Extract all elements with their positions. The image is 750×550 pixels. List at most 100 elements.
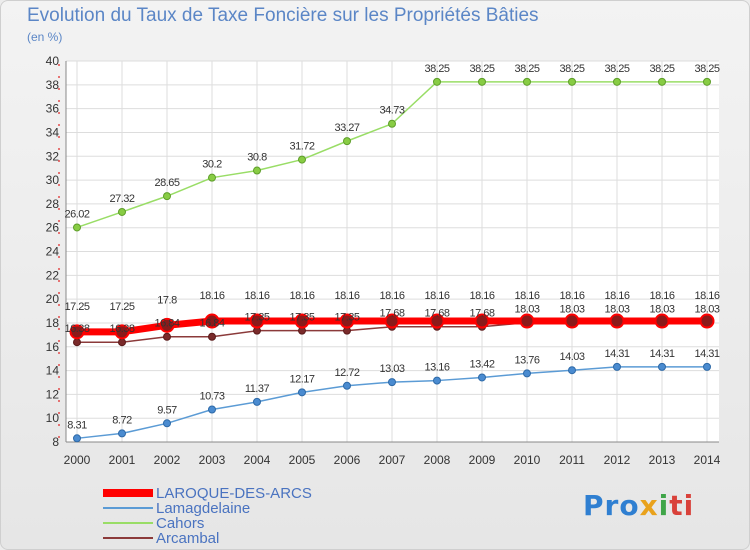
data-label: 30.8	[247, 152, 267, 164]
legend-label: Lamagdelaine	[156, 500, 250, 517]
data-point	[564, 313, 580, 329]
data-point	[703, 77, 711, 86]
data-label: 38.25	[514, 63, 539, 75]
data-label: 17.35	[289, 312, 314, 324]
y-unit-label: (en %)	[27, 30, 63, 44]
y-tick-label: 12	[46, 387, 60, 401]
data-point	[523, 369, 531, 378]
y-tick-label: 22	[46, 268, 60, 282]
x-tick-label: 2007	[379, 453, 406, 467]
chart-title: Evolution du Taux de Taxe Foncière sur l…	[27, 5, 539, 26]
data-label: 14.31	[604, 348, 629, 360]
data-point	[249, 313, 265, 329]
x-tick-label: 2003	[199, 453, 226, 467]
data-label: 18.16	[199, 290, 224, 302]
data-label: 18.16	[424, 290, 449, 302]
data-label: 13.76	[514, 354, 539, 366]
data-label: 33.27	[334, 122, 359, 134]
data-label: 12.72	[334, 367, 359, 379]
x-tick-label: 2010	[514, 453, 541, 467]
data-label: 16.84	[199, 318, 224, 330]
data-point	[208, 173, 216, 182]
data-point	[609, 313, 625, 329]
data-point	[384, 313, 400, 329]
x-tick-label: 2011	[559, 453, 585, 467]
data-point	[163, 332, 171, 341]
data-label: 8.72	[112, 414, 132, 426]
data-point	[253, 397, 261, 406]
y-tick-label: 34	[46, 125, 60, 139]
data-point	[474, 313, 490, 329]
data-label: 18.16	[694, 290, 719, 302]
data-label: 38.25	[604, 63, 629, 75]
y-tick-label: 10	[46, 411, 60, 425]
data-point	[298, 388, 306, 397]
data-label: 18.16	[289, 290, 314, 302]
y-tick-label: 8	[52, 435, 59, 449]
data-label: 18.16	[514, 290, 539, 302]
data-point	[613, 77, 621, 86]
data-point	[433, 77, 441, 86]
data-point	[298, 155, 306, 164]
data-label: 18.16	[334, 290, 359, 302]
data-point	[208, 332, 216, 341]
y-tick-label: 24	[46, 245, 60, 259]
data-label: 18.16	[469, 290, 494, 302]
data-point	[658, 77, 666, 86]
data-point	[523, 77, 531, 86]
x-tick-label: 2004	[244, 453, 271, 467]
data-point	[658, 362, 666, 371]
data-label: 18.03	[649, 304, 674, 316]
data-label: 18.03	[559, 304, 584, 316]
data-label: 34.73	[379, 105, 404, 117]
data-label: 14.31	[649, 348, 674, 360]
data-label: 18.16	[244, 290, 269, 302]
data-point	[343, 137, 351, 146]
data-label: 17.68	[469, 308, 494, 320]
x-tick-label: 2001	[109, 453, 136, 467]
data-point	[114, 324, 130, 340]
data-label: 38.25	[694, 63, 719, 75]
data-label: 16.38	[64, 323, 89, 335]
data-label: 8.31	[67, 419, 87, 431]
data-point	[568, 366, 576, 375]
data-label: 31.72	[289, 141, 314, 153]
x-tick-label: 2000	[64, 453, 91, 467]
data-point	[613, 362, 621, 371]
data-label: 18.03	[694, 304, 719, 316]
legend-label: Cahors	[156, 515, 204, 532]
data-label: 17.68	[424, 308, 449, 320]
y-tick-label: 40	[46, 54, 60, 68]
data-label: 18.16	[649, 290, 674, 302]
data-label: 10.73	[199, 390, 224, 402]
data-label: 14.31	[694, 348, 719, 360]
data-label: 16.38	[109, 323, 134, 335]
data-label: 13.42	[469, 358, 494, 370]
data-label: 28.65	[154, 177, 179, 189]
x-tick-label: 2008	[424, 453, 451, 467]
data-label: 14.03	[559, 351, 584, 363]
y-tick-label: 32	[46, 149, 60, 163]
legend-label: Arcambal	[156, 530, 219, 547]
data-point	[478, 373, 486, 382]
data-point	[568, 77, 576, 86]
data-label: 9.57	[157, 404, 177, 416]
data-label: 17.25	[64, 301, 89, 313]
data-point	[118, 338, 126, 347]
data-label: 17.35	[334, 312, 359, 324]
data-point	[163, 192, 171, 201]
data-label: 12.17	[289, 373, 314, 385]
data-label: 18.03	[604, 304, 629, 316]
data-point	[429, 313, 445, 329]
data-label: 13.16	[424, 362, 449, 374]
data-point	[163, 419, 171, 428]
data-point	[388, 378, 396, 387]
data-label: 13.03	[379, 363, 404, 375]
y-tick-label: 20	[46, 292, 60, 306]
data-label: 18.16	[604, 290, 629, 302]
data-label: 17.25	[109, 301, 134, 313]
y-tick-label: 18	[46, 316, 60, 330]
data-point	[519, 313, 535, 329]
